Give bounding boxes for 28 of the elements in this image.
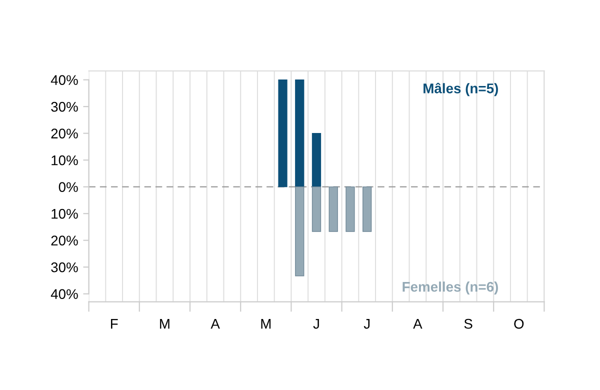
y-tick-label: 40% [50,289,78,300]
bar [312,132,322,188]
bar [328,186,338,232]
bar [278,79,288,188]
bar [346,186,355,232]
y-tick-label: 10% [52,155,78,166]
x-tick-label: F [111,319,118,329]
x-tick-label: J [313,319,319,329]
x-tick-label: M [261,319,271,329]
y-tick-label: 30% [51,102,78,112]
x-tick-label: J [364,319,370,329]
x-tick-label: A [413,319,422,329]
y-tick-label: 20% [51,236,78,246]
y-tick-label: 30% [51,262,78,272]
y-tick-label: 20% [51,128,78,138]
bar [312,186,322,232]
y-tick-label: 10% [52,208,78,219]
x-tick-label: S [464,318,472,329]
bar [295,186,304,276]
y-tick-label: 0% [58,182,78,192]
bar [295,79,304,188]
bar [362,186,372,232]
y-tick-label: 40% [50,75,78,85]
text: Femelles (n=6) [402,282,498,294]
x-tick-label: M [160,319,170,329]
x-tick-label: O [514,318,524,329]
text: Mâles (n=5) [424,82,498,96]
x-tick-label: A [210,319,220,329]
